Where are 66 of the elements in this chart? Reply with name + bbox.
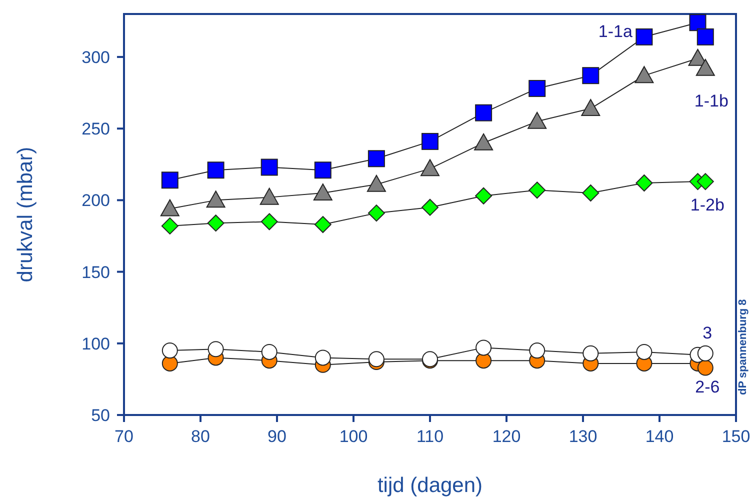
series-label: 2-6 — [695, 378, 720, 397]
point — [366, 174, 386, 192]
point — [636, 174, 653, 192]
x-axis-title: tijd (dagen) — [377, 474, 483, 497]
point — [581, 99, 600, 116]
series-label: 1-2b — [690, 196, 724, 215]
point — [475, 104, 492, 122]
point — [160, 199, 180, 216]
point — [260, 213, 278, 230]
point — [260, 158, 278, 176]
point — [476, 352, 492, 369]
point — [314, 216, 332, 234]
point — [314, 350, 331, 366]
point — [636, 28, 653, 46]
x-tick-label: 100 — [339, 427, 368, 446]
text: dP spannenburg 8 — [737, 299, 749, 395]
point — [161, 217, 178, 234]
point — [207, 162, 224, 179]
point — [696, 58, 715, 76]
x-tick-label: 70 — [114, 427, 134, 446]
point — [634, 66, 654, 84]
point — [696, 173, 714, 190]
point — [475, 187, 492, 204]
point — [528, 112, 547, 129]
y-axis-title: drukval (mbar) — [14, 146, 37, 282]
point — [208, 341, 224, 358]
point — [162, 355, 178, 372]
series-label: 3 — [702, 323, 712, 342]
point — [696, 28, 714, 46]
point — [422, 132, 438, 150]
point — [689, 14, 706, 32]
y-tick-label: 250 — [82, 120, 110, 139]
point — [206, 190, 226, 208]
y-tick-label: 150 — [82, 262, 110, 282]
y-tick-label: 200 — [82, 191, 110, 210]
point — [582, 184, 600, 202]
x-tick-label: 90 — [268, 427, 286, 446]
point — [697, 360, 714, 376]
series-label: 1-1b — [694, 91, 728, 110]
x-tick-label: 120 — [492, 427, 521, 446]
point — [260, 188, 279, 205]
point — [161, 172, 178, 189]
y-tick-label: 300 — [82, 48, 110, 67]
point — [422, 198, 438, 216]
point — [368, 150, 385, 168]
point — [582, 67, 600, 84]
point — [207, 214, 224, 232]
point — [420, 159, 440, 176]
point — [529, 342, 546, 359]
y-tick-label: 100 — [82, 334, 110, 354]
point — [368, 351, 384, 368]
x-tick-label: 80 — [191, 427, 210, 446]
x-tick-label: 110 — [416, 427, 444, 446]
point — [528, 182, 546, 199]
point — [368, 204, 385, 222]
y-tick-label: 50 — [91, 406, 110, 425]
point — [314, 162, 332, 179]
x-tick-label: 140 — [645, 427, 674, 446]
x-tick-label: 130 — [568, 427, 598, 446]
point — [261, 344, 278, 360]
point — [313, 184, 332, 201]
point — [582, 345, 599, 362]
point — [474, 133, 494, 150]
x-tick-label: 150 — [722, 427, 750, 446]
series-label: 1-1a — [598, 22, 633, 41]
point — [528, 80, 546, 97]
